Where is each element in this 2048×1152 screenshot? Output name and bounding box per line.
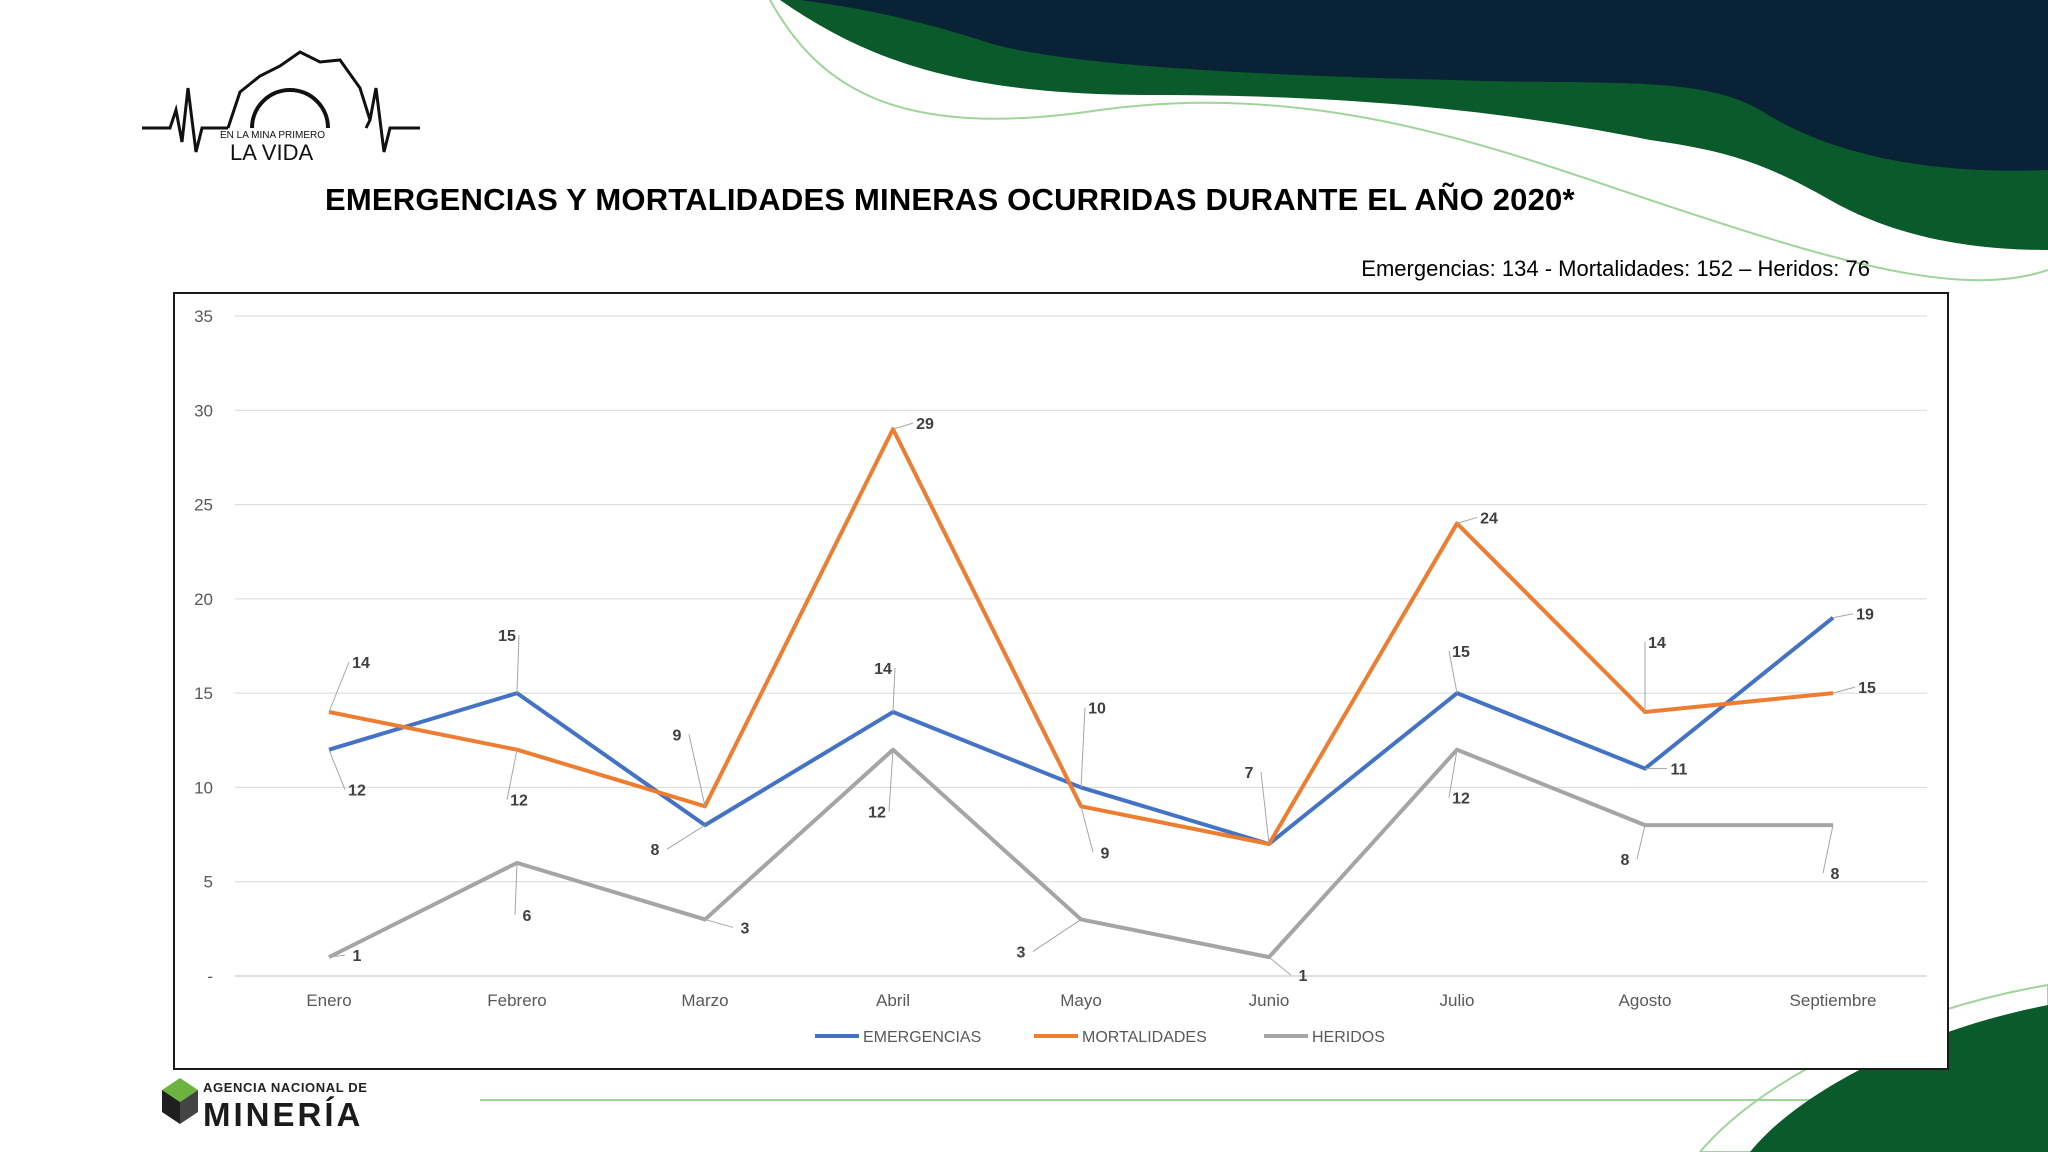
x-tick-label: Septiembre [1790, 991, 1877, 1010]
legend-label: EMERGENCIAS [863, 1029, 981, 1046]
y-tick-label: - [207, 967, 213, 986]
y-tick-label: 5 [204, 873, 213, 892]
data-label: 14 [352, 655, 370, 672]
leader-line [1080, 707, 1086, 788]
leader-line [1260, 771, 1270, 845]
agency-subtitle: AGENCIA NACIONAL DE [203, 1080, 368, 1095]
agency-logo-icon [162, 1078, 198, 1124]
logo-line2: LA VIDA [230, 140, 313, 165]
leader-line [514, 862, 518, 915]
y-tick-label: 35 [194, 307, 213, 326]
leader-line [1080, 806, 1094, 853]
y-tick-label: 15 [194, 684, 213, 703]
data-label: 3 [1017, 944, 1026, 961]
y-tick-label: 30 [194, 401, 213, 420]
leader-line [704, 918, 734, 928]
series-line-emergencias [328, 616, 1835, 846]
leader-line [1032, 919, 1082, 952]
data-label: 24 [1480, 510, 1498, 527]
legend-label: MORTALIDADES [1082, 1029, 1207, 1046]
y-tick-label: 25 [194, 496, 213, 515]
leader-line [328, 661, 350, 713]
leader-line [1832, 613, 1854, 619]
data-label: 14 [874, 661, 892, 678]
y-tick-label: 10 [194, 778, 213, 797]
leader-line [1268, 956, 1292, 976]
data-label: 3 [741, 920, 750, 937]
x-tick-label: Junio [1249, 991, 1290, 1010]
leader-line [688, 734, 706, 807]
data-label: 8 [1831, 866, 1840, 883]
data-label: 11 [1671, 762, 1688, 779]
data-label: 12 [1452, 791, 1470, 808]
leader-line [1448, 749, 1458, 798]
data-label: 12 [868, 805, 886, 822]
data-label: 8 [651, 842, 660, 859]
mining-safety-logo: EN LA MINA PRIMERO LA VIDA [142, 50, 420, 165]
x-tick-label: Enero [306, 991, 351, 1010]
data-label: 12 [510, 793, 528, 810]
x-tick-label: Julio [1440, 991, 1475, 1010]
leader-line [1636, 825, 1646, 860]
leader-line [892, 667, 896, 713]
leader-line [888, 749, 894, 812]
leader-line [516, 635, 520, 694]
x-tick-label: Marzo [681, 991, 728, 1010]
leader-line [1456, 516, 1478, 524]
data-label: 7 [1245, 765, 1254, 782]
chart-frame: - 5 10 15 20 25 30 35 Enero Febrero Marzo Abril Mayo… [173, 292, 1949, 1070]
data-label: 1 [353, 948, 362, 965]
line-chart: - 5 10 15 20 25 30 35 Enero Febrero Marzo Abril Mayo… [194, 307, 1927, 1046]
leader-line [666, 824, 706, 850]
legend-label: HERIDOS [1312, 1029, 1385, 1046]
data-label: 8 [1621, 852, 1630, 869]
logo-line1: EN LA MINA PRIMERO [220, 130, 325, 141]
data-label: 12 [348, 783, 366, 800]
x-tick-label: Abril [876, 991, 910, 1010]
leader-line [328, 749, 346, 790]
y-tick-label: 20 [194, 590, 213, 609]
leader-line [892, 422, 914, 430]
leader-line [1448, 651, 1458, 694]
summary-totals: Emergencias: 134 - Mortalidades: 152 – H… [1361, 256, 1870, 281]
data-label: 15 [1858, 680, 1876, 697]
agency-name: MINERÍA [203, 1096, 364, 1133]
data-label: 6 [523, 908, 532, 925]
leader-line [1822, 825, 1834, 874]
data-label: 15 [498, 628, 516, 645]
leader-line [328, 954, 346, 958]
leader-line [1832, 686, 1856, 694]
data-label: 1 [1299, 968, 1308, 985]
leader-line [506, 749, 518, 800]
data-label: 10 [1088, 700, 1106, 717]
data-label: 9 [1101, 845, 1110, 862]
data-label: 29 [916, 416, 934, 433]
data-label: 14 [1648, 635, 1666, 652]
x-tick-label: Febrero [487, 991, 547, 1010]
data-label: 19 [1856, 607, 1874, 624]
x-tick-label: Agosto [1619, 991, 1672, 1010]
page-title: EMERGENCIAS Y MORTALIDADES MINERAS OCURR… [325, 182, 1575, 217]
x-tick-label: Mayo [1060, 991, 1102, 1010]
data-label: 9 [673, 727, 682, 744]
data-label: 15 [1452, 644, 1470, 661]
